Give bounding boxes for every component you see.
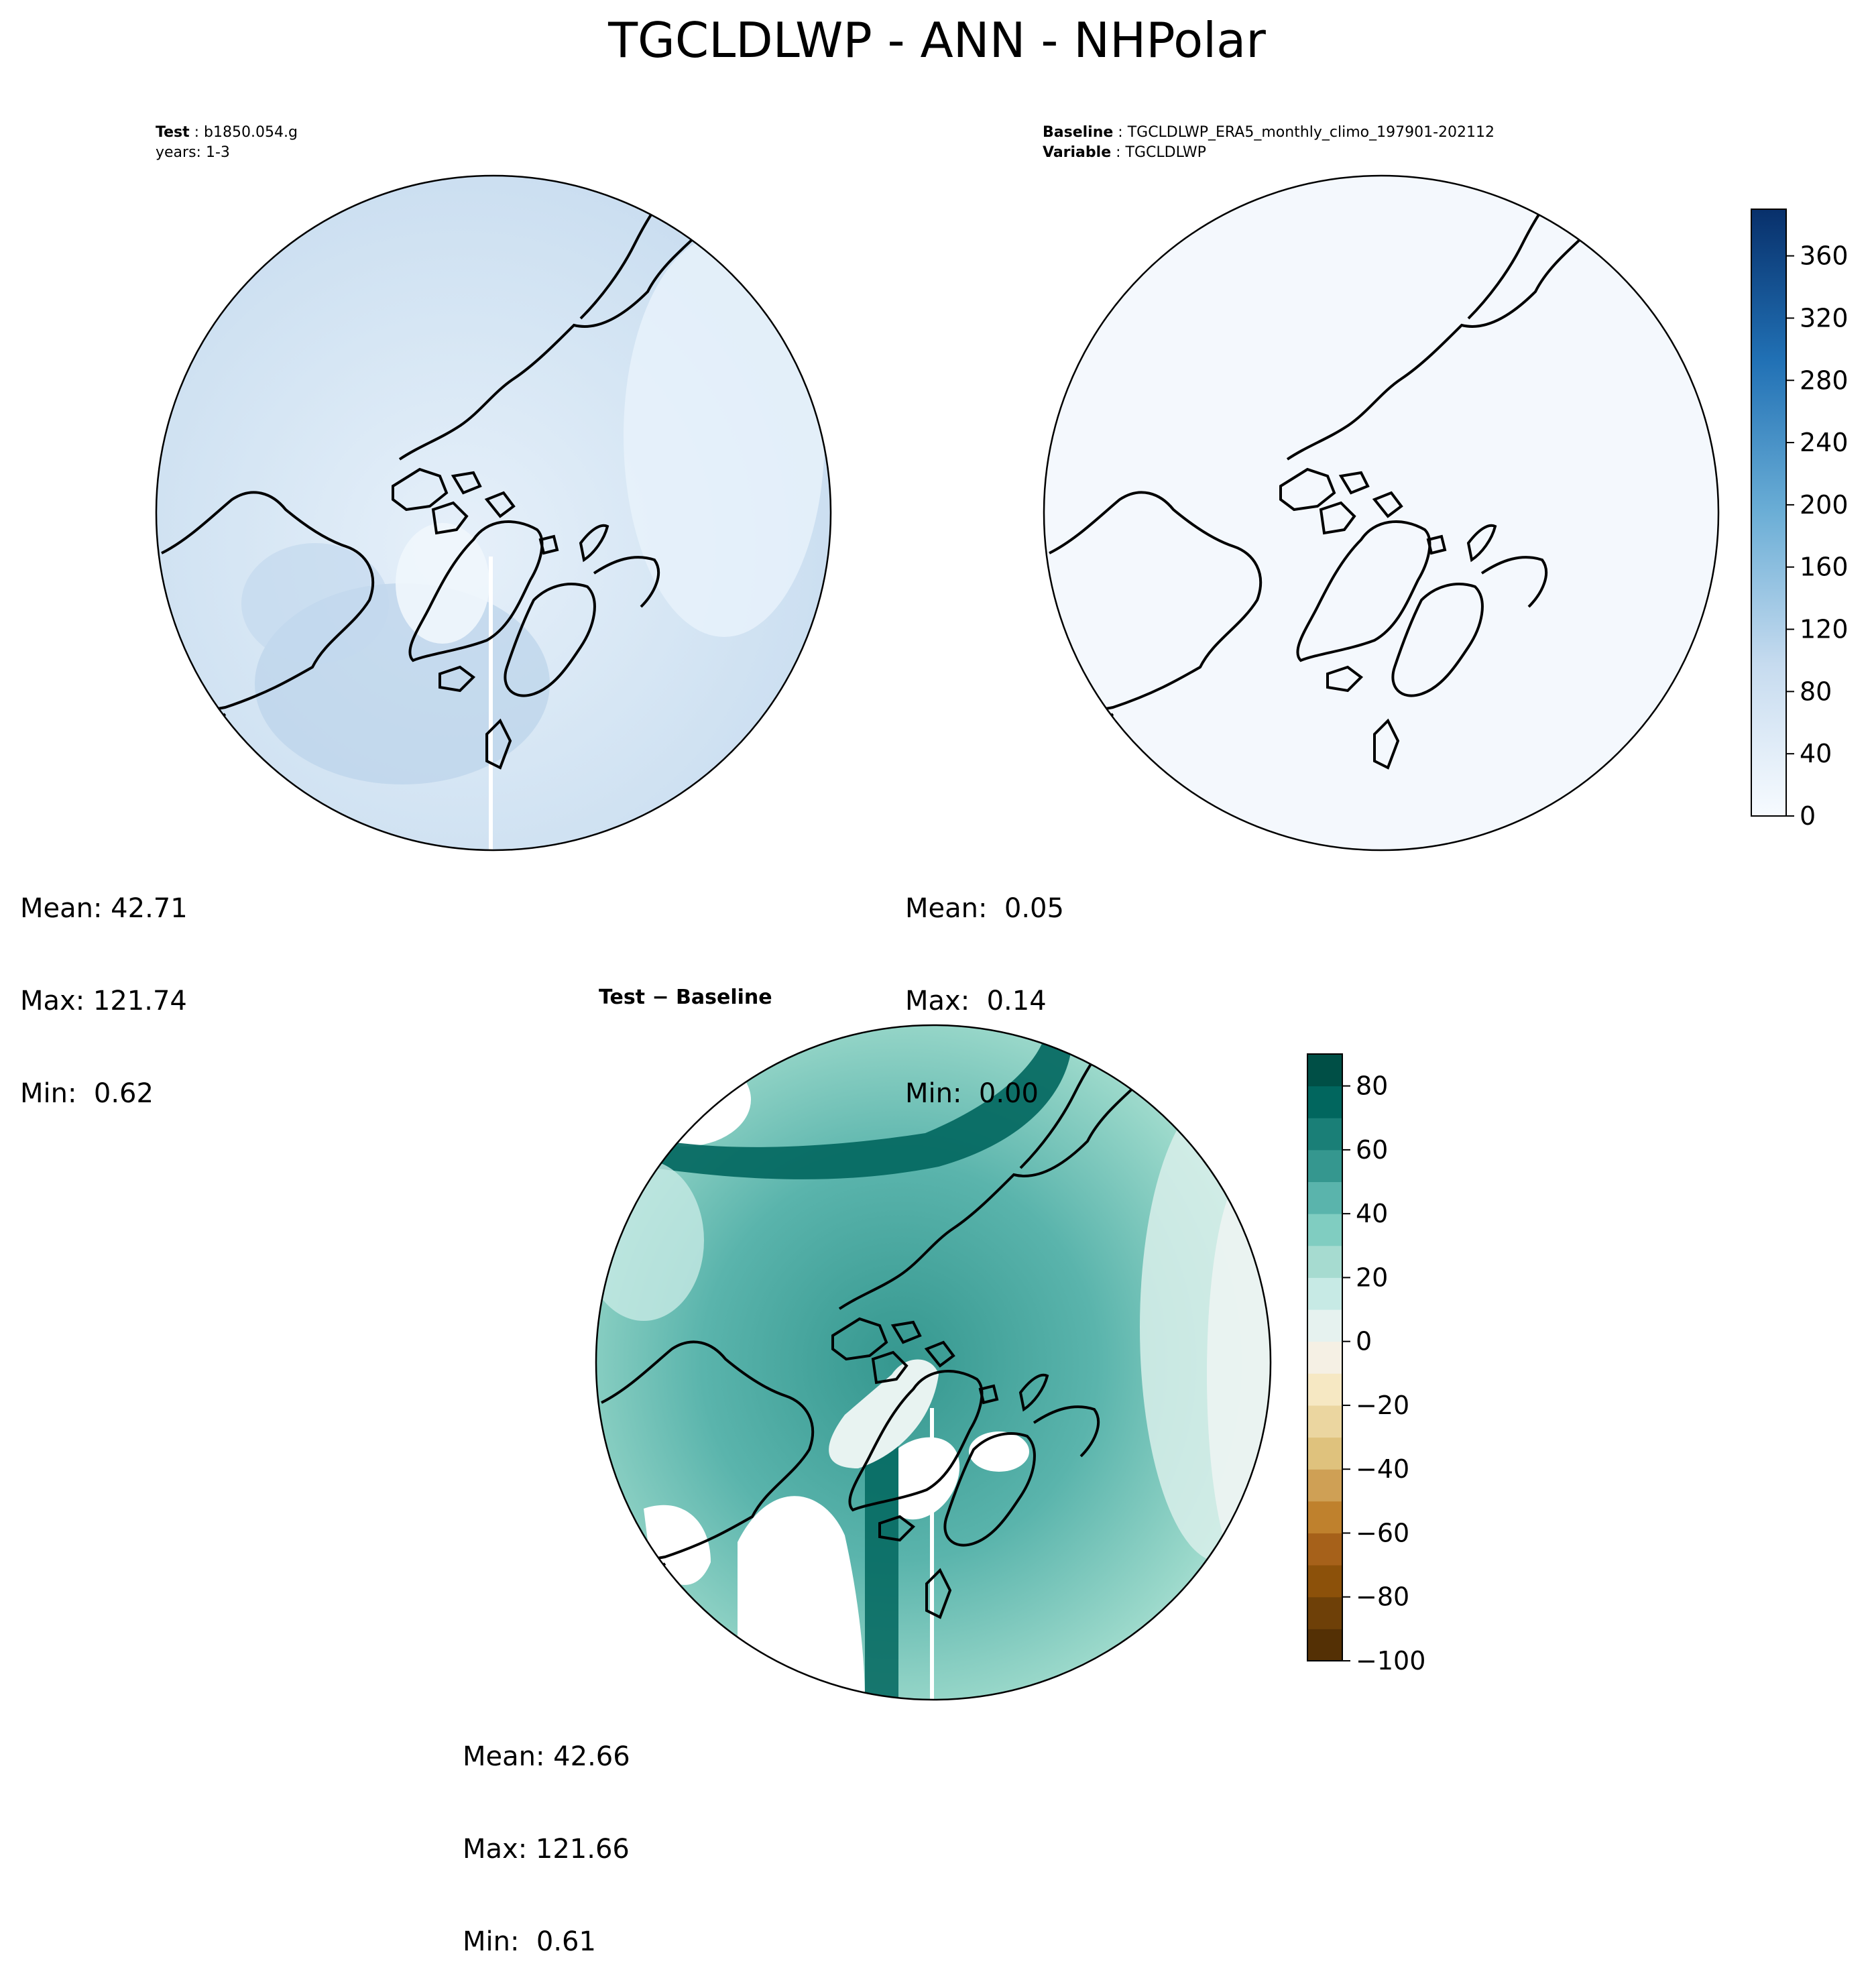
colorbar-diff-tick-label: 40 bbox=[1356, 1199, 1388, 1228]
baseline-mean: Mean: 0.05 bbox=[905, 893, 1064, 924]
colorbar-main-tick-label: 280 bbox=[1800, 365, 1849, 395]
colorbar-main-tick-label: 80 bbox=[1800, 677, 1832, 706]
colorbar-diff-band bbox=[1307, 1596, 1342, 1629]
colorbar-diff-band bbox=[1307, 1181, 1342, 1214]
colorbar-diff-band bbox=[1307, 1245, 1342, 1278]
colorbar-diff-tick-label: −60 bbox=[1356, 1518, 1409, 1547]
diff-mean: Mean: 42.66 bbox=[463, 1741, 630, 1772]
baseline-label: Baseline bbox=[1043, 124, 1114, 141]
test-panel-header: Test : b1850.054.g years: 1-3 bbox=[156, 123, 298, 163]
colorbar-diff-band bbox=[1307, 1149, 1342, 1183]
colorbar-diff-band bbox=[1307, 1086, 1342, 1118]
test-stats: Mean: 42.71 Max: 121.74 Min: 0.62 bbox=[20, 831, 188, 1140]
colorbar-diff-ticks: −100 −80 −60 −40 −20 0 20 40 60 80 bbox=[1342, 1071, 1425, 1676]
colorbar-main: 0 40 80 120 160 200 240 280 320 360 bbox=[1751, 209, 1849, 831]
test-min: Min: 0.62 bbox=[20, 1078, 154, 1109]
colorbar-diff-tick-label: −40 bbox=[1356, 1454, 1409, 1484]
baseline-panel-header: Baseline : TGCLDLWP_ERA5_monthly_climo_1… bbox=[1043, 124, 1495, 161]
colorbar-main-tick-label: 320 bbox=[1800, 303, 1849, 333]
baseline-case-name: TGCLDLWP_ERA5_monthly_climo_197901-20211… bbox=[1127, 124, 1495, 141]
colorbar-diff: −100 −80 −60 −40 −20 0 20 40 60 80 bbox=[1307, 1053, 1425, 1676]
colorbar-diff-band bbox=[1307, 1437, 1342, 1470]
colorbar-diff-tick-label: 60 bbox=[1356, 1135, 1388, 1165]
variable-label: Variable bbox=[1043, 144, 1112, 161]
colorbar-main-tick-label: 0 bbox=[1800, 801, 1816, 831]
colorbar-diff-band bbox=[1307, 1629, 1342, 1661]
test-max: Max: 121.74 bbox=[20, 986, 187, 1016]
colorbar-diff-band bbox=[1307, 1118, 1342, 1151]
baseline-stats: Mean: 0.05 Max: 0.14 Min: 0.00 bbox=[905, 831, 1064, 1140]
colorbar-main-ticks: 0 40 80 120 160 200 240 280 320 360 bbox=[1786, 241, 1849, 831]
test-case-name: b1850.054.g bbox=[204, 124, 298, 141]
colorbar-main-tick-label: 360 bbox=[1800, 241, 1849, 271]
colorbar-diff-tick-label: 80 bbox=[1356, 1071, 1388, 1101]
colorbar-diff-band bbox=[1307, 1501, 1342, 1533]
colorbar-diff-band bbox=[1307, 1277, 1342, 1310]
colorbar-diff-band bbox=[1307, 1054, 1342, 1087]
colorbar-diff-band bbox=[1307, 1565, 1342, 1598]
colorbar-main-tick-label: 240 bbox=[1800, 428, 1849, 457]
diff-stats: Mean: 42.66 Max: 121.66 Min: 0.61 bbox=[463, 1680, 630, 1988]
colorbar-diff-band bbox=[1307, 1405, 1342, 1438]
baseline-min: Min: 0.00 bbox=[905, 1078, 1039, 1109]
test-mean: Mean: 42.71 bbox=[20, 893, 188, 924]
figure-title: TGCLDLWP - ANN - NHPolar bbox=[608, 12, 1266, 68]
colorbar-diff-band bbox=[1307, 1469, 1342, 1502]
colorbar-diff-band bbox=[1307, 1309, 1342, 1342]
test-years: years: 1-3 bbox=[156, 144, 230, 161]
colorbar-main-tick-label: 200 bbox=[1800, 490, 1849, 520]
diff-panel-header: Test − Baseline bbox=[599, 986, 772, 1009]
colorbar-diff-tick-label: −80 bbox=[1356, 1582, 1409, 1612]
diff-min: Min: 0.61 bbox=[463, 1926, 596, 1957]
colorbar-diff-band bbox=[1307, 1214, 1342, 1246]
test-map bbox=[155, 174, 832, 852]
diff-max: Max: 121.66 bbox=[463, 1834, 630, 1865]
test-label: Test bbox=[156, 124, 190, 141]
colorbar-main-tick-label: 40 bbox=[1800, 739, 1832, 768]
colorbar-diff-tick-label: −100 bbox=[1356, 1646, 1425, 1676]
colorbar-main-tick-label: 160 bbox=[1800, 552, 1849, 582]
colorbar-diff-tick-label: −20 bbox=[1356, 1391, 1409, 1420]
colorbar-diff-tick-label: 0 bbox=[1356, 1327, 1372, 1356]
diff-map bbox=[595, 1024, 1272, 1701]
colorbar-diff-band bbox=[1307, 1341, 1342, 1374]
colorbar-diff-tick-label: 20 bbox=[1356, 1263, 1388, 1292]
colorbar-diff-band bbox=[1307, 1533, 1342, 1566]
colorbar-diff-band bbox=[1307, 1373, 1342, 1406]
variable-name: TGCLDLWP bbox=[1125, 144, 1206, 161]
baseline-map bbox=[1043, 174, 1720, 852]
colorbar-diff-bands bbox=[1307, 1054, 1342, 1661]
baseline-max: Max: 0.14 bbox=[905, 986, 1047, 1016]
colorbar-main-tick-label: 120 bbox=[1800, 615, 1849, 644]
